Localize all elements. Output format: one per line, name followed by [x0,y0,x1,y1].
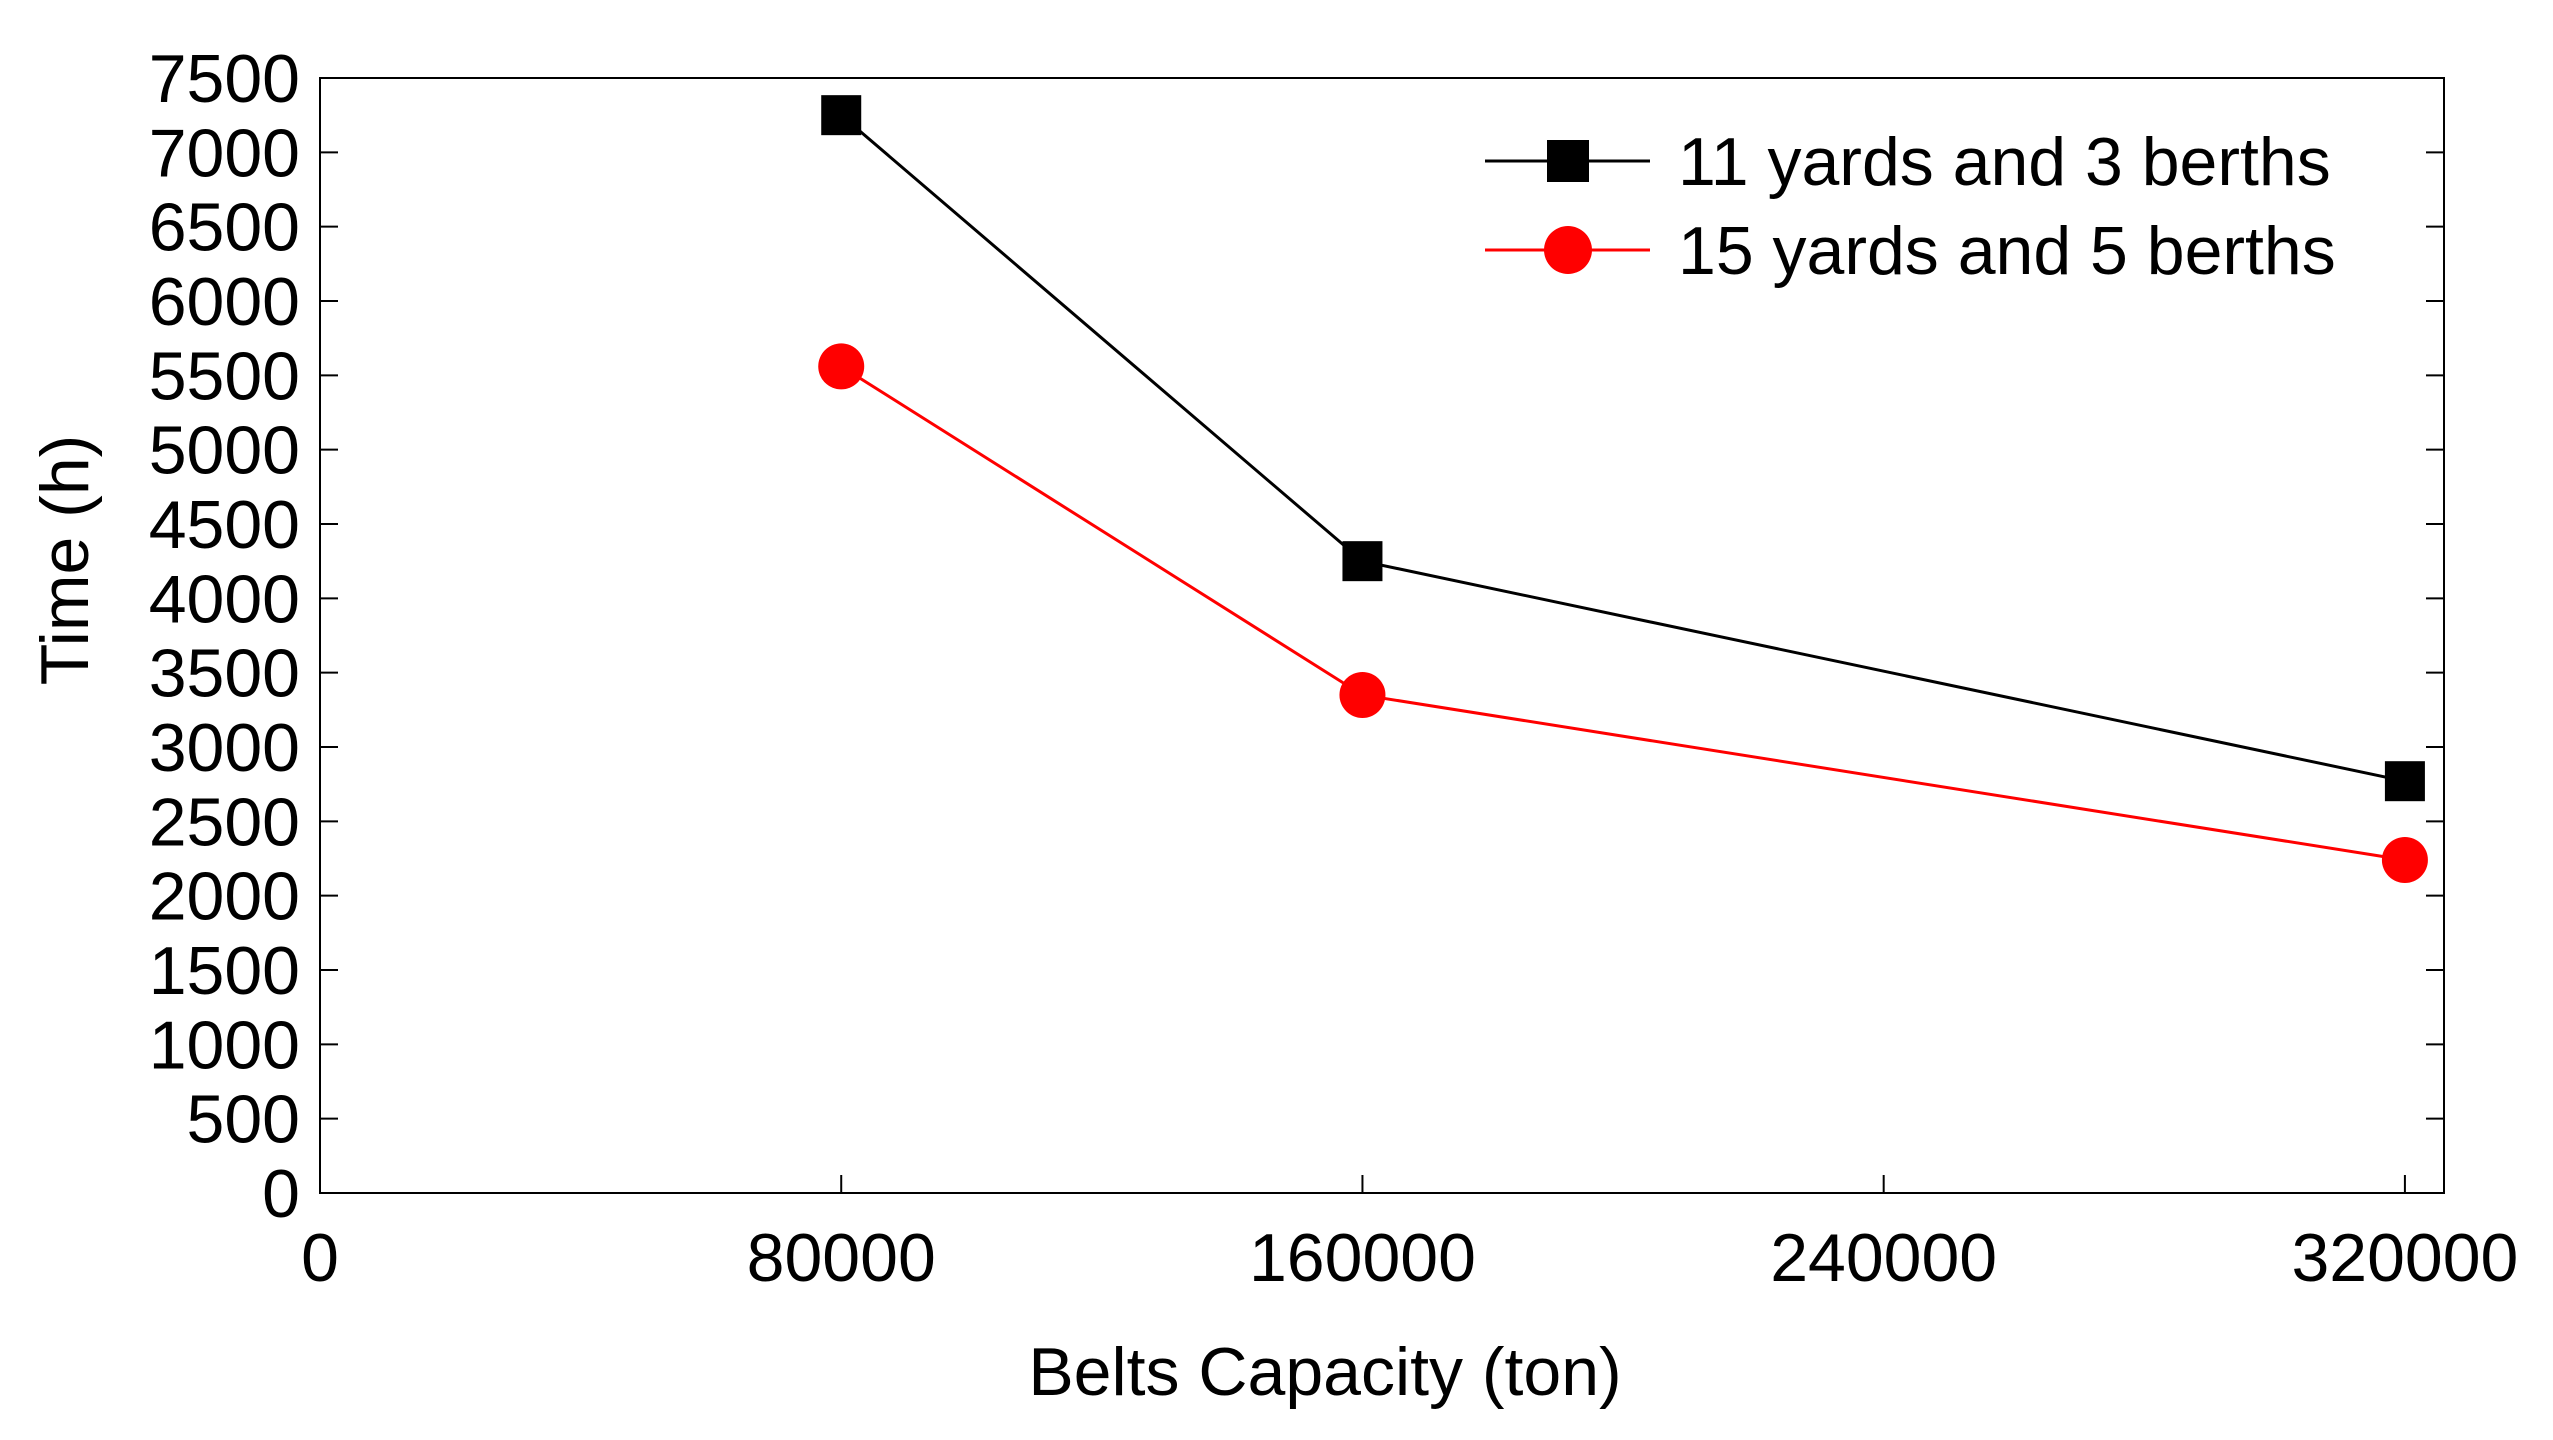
y-tick-label: 6000 [149,264,300,340]
data-point-square [821,95,862,136]
x-tick-label: 240000 [1770,1220,1997,1296]
y-tick-label: 0 [262,1156,300,1232]
y-axis: 0500100015002000250030003500400045005000… [149,41,2444,1232]
x-tick-label: 80000 [747,1220,936,1296]
y-tick-label: 5000 [149,413,300,489]
x-axis: 0 80000 160000 240000 320000 [301,1175,2518,1296]
y-tick-label: 7000 [149,115,300,191]
y-tick-label: 4500 [149,487,300,563]
y-tick-label: 3500 [149,636,300,712]
x-tick-label: 0 [301,1220,339,1296]
legend-marker-circle [1544,226,1592,274]
plot-area [319,77,2445,1194]
legend-label-2: 15 yards and 5 berths [1678,213,2336,289]
y-tick-label: 3000 [149,710,300,786]
legend-label-1: 11 yards and 3 berths [1678,124,2331,200]
data-point-square [1342,541,1383,582]
y-tick-label: 2500 [149,784,300,860]
y-tick-label: 7500 [149,41,300,117]
data-point-circle [818,343,865,390]
y-tick-label: 1500 [149,933,300,1009]
series-line-2 [840,365,2406,862]
y-tick-label: 4000 [149,561,300,637]
legend-marker-square [1547,140,1589,182]
y-tick-label: 500 [187,1082,300,1158]
data-point-circle [1339,671,1386,718]
x-axis-title: Belts Capacity (ton) [1028,1334,1621,1410]
y-axis-title: Time (h) [27,435,103,686]
y-tick-label: 1000 [149,1007,300,1083]
x-tick-label: 320000 [2291,1220,2518,1296]
x-tick-label: 160000 [1249,1220,1476,1296]
data-point-circle [2381,836,2428,883]
y-tick-label: 6500 [149,190,300,266]
y-tick-label: 2000 [149,859,300,935]
data-point-square [2384,761,2425,802]
y-tick-label: 5500 [149,338,300,414]
series-layer [818,95,2428,883]
legend: 11 yards and 3 berths 15 yards and 5 bert… [1485,124,2336,289]
